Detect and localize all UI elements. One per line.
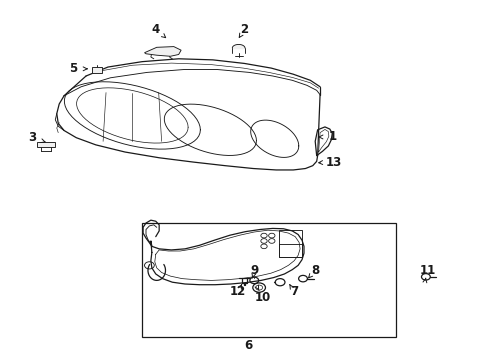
Text: 11: 11 bbox=[418, 264, 435, 277]
Text: 6: 6 bbox=[244, 339, 252, 352]
Bar bbox=[142, 223, 395, 337]
Bar bbox=[92, 67, 102, 73]
Text: 3: 3 bbox=[28, 131, 37, 144]
Text: 12: 12 bbox=[229, 285, 245, 298]
Text: 2: 2 bbox=[240, 23, 248, 36]
Bar bbox=[278, 244, 302, 257]
Bar bbox=[37, 141, 55, 147]
Text: 7: 7 bbox=[289, 285, 298, 298]
Text: 5: 5 bbox=[69, 62, 77, 75]
Text: 13: 13 bbox=[325, 156, 341, 168]
Text: 8: 8 bbox=[310, 264, 319, 277]
Bar bbox=[278, 230, 302, 257]
Text: 10: 10 bbox=[254, 291, 271, 304]
Text: 1: 1 bbox=[327, 130, 336, 144]
Text: 4: 4 bbox=[151, 23, 160, 36]
Text: 9: 9 bbox=[250, 264, 258, 277]
Polygon shape bbox=[144, 46, 181, 56]
